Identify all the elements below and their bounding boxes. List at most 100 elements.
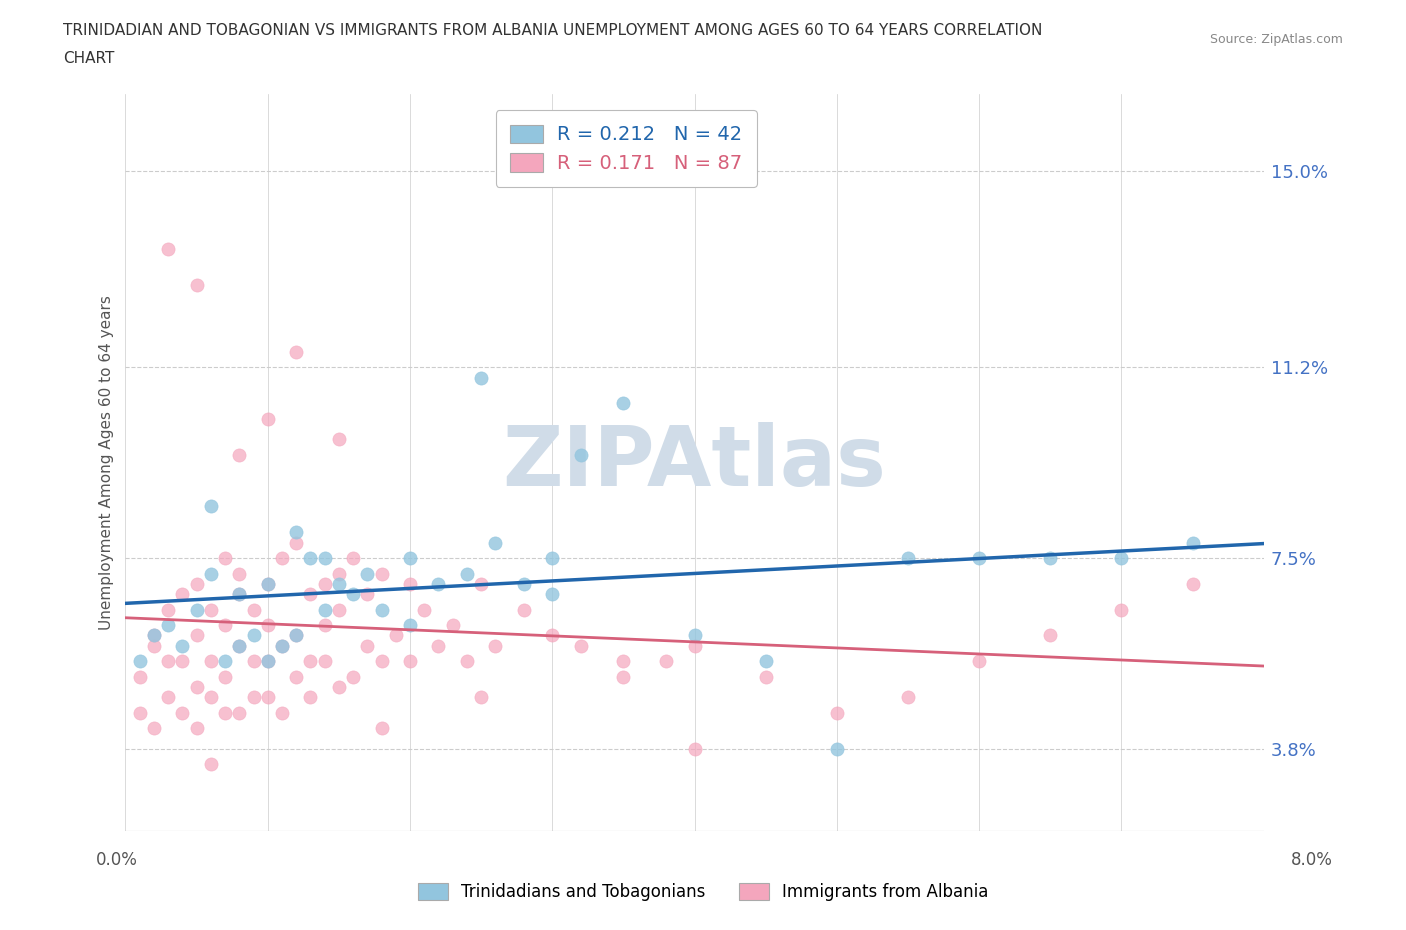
Point	[612, 396, 634, 411]
Point	[256, 654, 278, 669]
Point	[214, 551, 236, 565]
Point	[142, 628, 165, 643]
Point	[683, 628, 706, 643]
Point	[172, 705, 194, 720]
Point	[186, 277, 208, 292]
Point	[470, 370, 492, 385]
Text: CHART: CHART	[63, 51, 115, 66]
Point	[228, 566, 250, 581]
Point	[356, 638, 378, 653]
Point	[285, 344, 308, 359]
Point	[683, 741, 706, 756]
Point	[569, 638, 592, 653]
Point	[128, 654, 150, 669]
Point	[285, 670, 308, 684]
Point	[825, 705, 848, 720]
Point	[200, 499, 222, 514]
Point	[385, 628, 408, 643]
Legend: Trinidadians and Tobagonians, Immigrants from Albania: Trinidadians and Tobagonians, Immigrants…	[411, 876, 995, 908]
Point	[1111, 602, 1133, 617]
Point	[755, 670, 778, 684]
Point	[142, 721, 165, 736]
Point	[228, 587, 250, 602]
Point	[285, 628, 308, 643]
Point	[370, 654, 392, 669]
Point	[328, 566, 350, 581]
Point	[314, 551, 336, 565]
Point	[172, 587, 194, 602]
Point	[541, 551, 564, 565]
Point	[314, 577, 336, 591]
Point	[256, 690, 278, 705]
Point	[128, 670, 150, 684]
Point	[342, 587, 364, 602]
Point	[1039, 628, 1062, 643]
Point	[612, 654, 634, 669]
Y-axis label: Unemployment Among Ages 60 to 64 years: Unemployment Among Ages 60 to 64 years	[100, 295, 114, 631]
Point	[200, 757, 222, 772]
Point	[242, 690, 264, 705]
Point	[328, 577, 350, 591]
Point	[285, 628, 308, 643]
Point	[356, 587, 378, 602]
Point	[897, 690, 920, 705]
Point	[285, 535, 308, 550]
Point	[655, 654, 678, 669]
Point	[541, 587, 564, 602]
Text: Source: ZipAtlas.com: Source: ZipAtlas.com	[1209, 33, 1343, 46]
Point	[413, 602, 436, 617]
Point	[186, 577, 208, 591]
Text: 0.0%: 0.0%	[96, 851, 138, 869]
Point	[299, 587, 322, 602]
Text: TRINIDADIAN AND TOBAGONIAN VS IMMIGRANTS FROM ALBANIA UNEMPLOYMENT AMONG AGES 60: TRINIDADIAN AND TOBAGONIAN VS IMMIGRANTS…	[63, 23, 1043, 38]
Point	[967, 551, 990, 565]
Point	[228, 447, 250, 462]
Point	[314, 618, 336, 632]
Point	[470, 690, 492, 705]
Point	[470, 577, 492, 591]
Text: ZIPAtlas: ZIPAtlas	[502, 422, 887, 503]
Point	[228, 638, 250, 653]
Point	[186, 721, 208, 736]
Point	[1111, 551, 1133, 565]
Point	[299, 551, 322, 565]
Point	[427, 638, 450, 653]
Point	[1181, 577, 1204, 591]
Point	[242, 628, 264, 643]
Point	[200, 654, 222, 669]
Point	[242, 654, 264, 669]
Point	[897, 551, 920, 565]
Text: 8.0%: 8.0%	[1291, 851, 1333, 869]
Point	[271, 551, 294, 565]
Point	[612, 670, 634, 684]
Point	[1181, 535, 1204, 550]
Point	[314, 654, 336, 669]
Point	[157, 654, 180, 669]
Point	[441, 618, 464, 632]
Point	[228, 587, 250, 602]
Point	[214, 705, 236, 720]
Point	[157, 241, 180, 256]
Point	[200, 602, 222, 617]
Point	[157, 602, 180, 617]
Point	[370, 721, 392, 736]
Point	[285, 525, 308, 539]
Point	[755, 654, 778, 669]
Point	[399, 654, 422, 669]
Point	[513, 577, 536, 591]
Point	[256, 577, 278, 591]
Point	[200, 566, 222, 581]
Point	[186, 628, 208, 643]
Point	[214, 618, 236, 632]
Point	[271, 638, 294, 653]
Point	[172, 638, 194, 653]
Point	[228, 705, 250, 720]
Point	[399, 577, 422, 591]
Point	[370, 566, 392, 581]
Point	[271, 705, 294, 720]
Point	[456, 654, 478, 669]
Point	[172, 654, 194, 669]
Point	[256, 618, 278, 632]
Point	[142, 628, 165, 643]
Point	[342, 670, 364, 684]
